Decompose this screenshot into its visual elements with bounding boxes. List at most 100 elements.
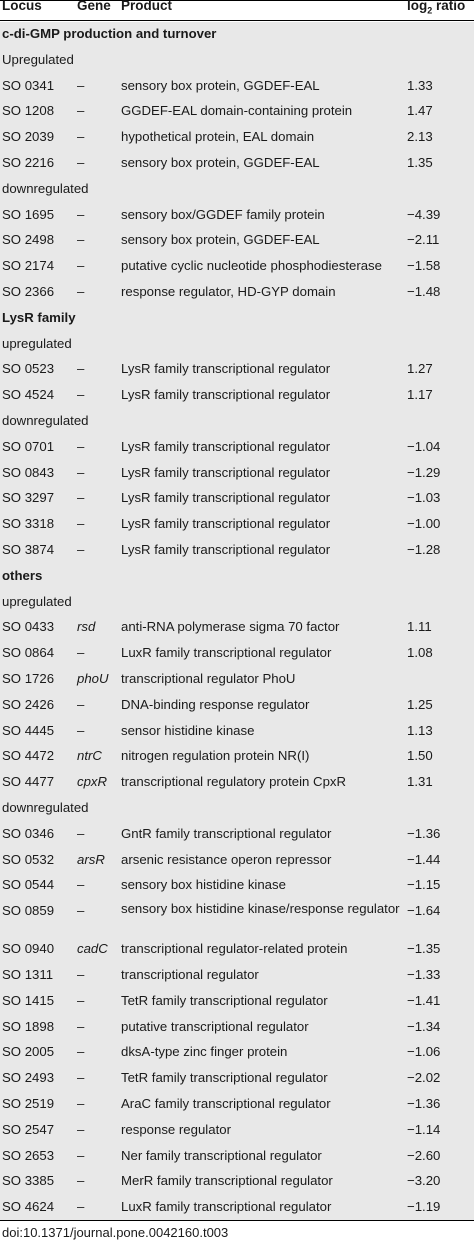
gene-cell: – xyxy=(77,1199,85,1215)
ratio-cell: −1.00 xyxy=(407,516,441,532)
table-row: SO 0701 – LysR family transcriptional regu… xyxy=(0,434,474,462)
table-row: SO 2216 – sensory box protein, GGDEF-EAL 1.… xyxy=(0,151,474,178)
table-row: SO 1695 – sensory box/GGDEF family protein… xyxy=(0,202,474,230)
locus-cell: SO 0523 xyxy=(2,361,55,377)
ratio-cell: −1.41 xyxy=(407,992,441,1008)
subsection-row: Upregulated xyxy=(0,47,474,75)
product-cell: transcriptional regulator PhoU xyxy=(121,671,296,686)
table-row: SO 3385 – MerR family transcriptional regu… xyxy=(0,1169,474,1197)
product-cell: sensory box protein, GGDEF-EAL xyxy=(121,155,320,170)
gene-cell: – xyxy=(77,542,85,557)
subsection-label: downregulated xyxy=(2,800,89,815)
locus-cell: SO 1726 xyxy=(2,671,55,686)
ratio-cell: −2.60 xyxy=(407,1147,441,1163)
gene-cell: rsd xyxy=(77,619,96,635)
gene-cell: – xyxy=(77,722,85,738)
gene-cell: – xyxy=(77,1147,85,1163)
table-row: SO 0859 – sensory box histidine kinase/res… xyxy=(0,899,474,939)
locus-cell: SO 2366 xyxy=(2,284,55,299)
product-cell: transcriptional regulatory protein CpxR xyxy=(121,774,347,790)
locus-cell: SO 4624 xyxy=(2,1199,55,1215)
gene-cell: – xyxy=(77,992,85,1008)
subsection-row: upregulated xyxy=(0,331,474,359)
header-gene: Gene xyxy=(77,0,111,13)
ratio-cell: −1.64 xyxy=(407,903,441,919)
gene-cell: ntrC xyxy=(77,748,102,764)
product-cell: sensory box histidine kinase xyxy=(121,877,286,893)
locus-cell: SO 1311 xyxy=(2,967,54,982)
table-row: SO 4524 – LysR family transcriptional regu… xyxy=(0,383,474,410)
locus-cell: SO 2498 xyxy=(2,232,55,248)
locus-cell: SO 0701 xyxy=(2,438,55,454)
subsection-label: Upregulated xyxy=(2,51,74,67)
header-locus: Locus xyxy=(2,0,42,13)
table-bottom-rule xyxy=(0,1220,474,1221)
gene-cell: – xyxy=(77,696,85,712)
locus-cell: SO 0346 xyxy=(2,825,55,841)
table-row: SO 0532 arsR arsenic resistance operon rep… xyxy=(0,847,474,875)
ratio-cell: −1.04 xyxy=(407,438,441,454)
table-row: SO 3318 – LysR family transcriptional regu… xyxy=(0,512,474,539)
gene-cell: – xyxy=(77,903,85,919)
section-row: c-di-GMP production and turnover xyxy=(0,22,474,49)
locus-cell: SO 2493 xyxy=(2,1070,55,1086)
product-cell: sensory box protein, GGDEF-EAL xyxy=(121,232,320,248)
locus-cell: SO 0864 xyxy=(2,645,55,661)
table-row: SO 2005 – dksA-type zinc finger protein −1.… xyxy=(0,1040,474,1068)
table-row: SO 1415 – TetR family transcriptional regu… xyxy=(0,988,474,1016)
locus-cell: SO 0859 xyxy=(2,903,55,919)
product-cell: AraC family transcriptional regulator xyxy=(121,1096,331,1111)
gene-cell: – xyxy=(77,361,85,377)
ratio-cell: −1.29 xyxy=(407,464,441,480)
locus-cell: SO 1695 xyxy=(2,206,55,222)
gene-cell: – xyxy=(77,258,85,274)
product-cell: sensory box protein, GGDEF-EAL xyxy=(121,77,320,93)
table-row: SO 2039 – hypothetical protein, EAL domain… xyxy=(0,125,474,152)
gene-cell: – xyxy=(77,387,85,403)
subsection-label: upregulated xyxy=(2,593,72,609)
ratio-cell: −3.20 xyxy=(407,1173,441,1189)
locus-cell: SO 1208 xyxy=(2,103,55,119)
product-cell: putative cyclic nucleotide phosphodieste… xyxy=(121,258,382,274)
table-row: SO 0433 rsd anti-RNA polymerase sigma 70 f… xyxy=(0,615,474,643)
product-cell: GntR family transcriptional regulator xyxy=(121,825,332,841)
locus-cell: SO 2039 xyxy=(2,129,55,145)
product-cell: LysR family transcriptional regulator xyxy=(121,490,331,506)
ratio-cell: 1.25 xyxy=(407,696,433,712)
locus-cell: SO 2547 xyxy=(2,1121,55,1137)
product-cell: sensor histidine kinase xyxy=(121,722,255,738)
table-row: SO 2547 – response regulator −1.14 xyxy=(0,1117,474,1145)
section-row: others xyxy=(0,563,474,591)
subsection-label: upregulated xyxy=(2,335,72,351)
product-cell: arsenic resistance operon repressor xyxy=(121,851,332,867)
table-row: SO 3874 – LysR family transcriptional regu… xyxy=(0,538,474,565)
locus-cell: SO 2653 xyxy=(2,1147,55,1163)
table-row: SO 4445 – sensor histidine kinase 1.13 xyxy=(0,718,474,746)
gene-cell: – xyxy=(77,206,85,222)
subsection-row: downregulated xyxy=(0,796,474,823)
ratio-cell: −1.28 xyxy=(407,542,441,557)
gene-cell: – xyxy=(77,129,85,145)
ratio-cell: −1.58 xyxy=(407,258,441,274)
ratio-cell: −1.34 xyxy=(407,1018,441,1034)
locus-cell: SO 0940 xyxy=(2,941,55,957)
ratio-cell: 2.13 xyxy=(407,129,433,145)
ratio-cell: 1.17 xyxy=(407,387,433,403)
header-ratio-log: log xyxy=(407,0,428,13)
product-cell: LysR family transcriptional regulator xyxy=(121,438,331,454)
ratio-cell: −1.48 xyxy=(407,284,441,299)
table-row: SO 0341 – sensory box protein, GGDEF-EAL 1.… xyxy=(0,73,474,101)
gene-cell: – xyxy=(77,284,85,299)
table-row: SO 0864 – LuxR family transcriptional regu… xyxy=(0,641,474,668)
table-row: SO 0523 – LysR family transcriptional regu… xyxy=(0,357,474,385)
table-row: SO 1311 – transcriptional regulator −1.33 xyxy=(0,963,474,990)
gene-cell: – xyxy=(77,103,85,119)
product-cell: Ner family transcriptional regulator xyxy=(121,1147,322,1163)
header-product: Product xyxy=(121,0,173,13)
gene-cell: – xyxy=(77,232,85,248)
gene-cell: – xyxy=(77,1173,85,1189)
gene-cell: phoU xyxy=(77,671,109,686)
ratio-cell: −1.06 xyxy=(407,1044,441,1060)
product-cell: DNA-binding response regulator xyxy=(121,696,310,712)
table-row: SO 4472 ntrC nitrogen regulation protein N… xyxy=(0,744,474,772)
